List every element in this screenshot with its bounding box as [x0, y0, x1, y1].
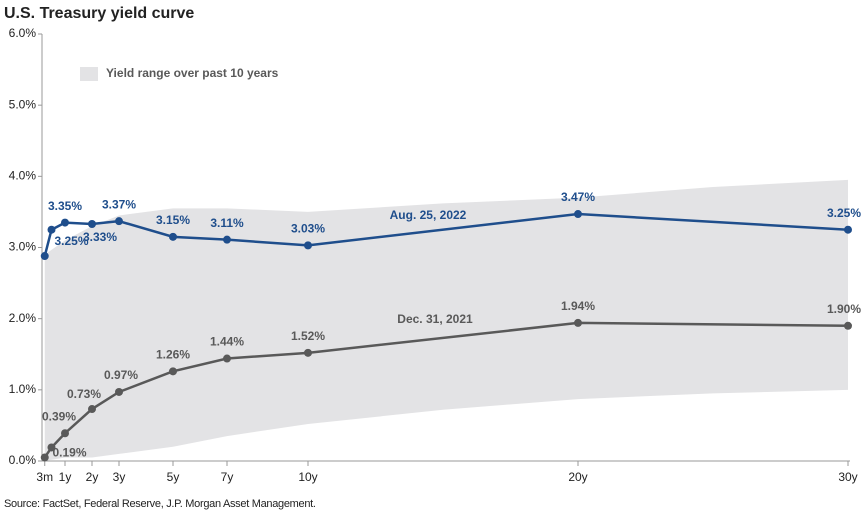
- data-label: 3.25%: [827, 206, 861, 220]
- series-line: [43, 321, 849, 459]
- legend-label: Yield range over past 10 years: [106, 66, 279, 80]
- x-tick-label: 5y: [167, 470, 180, 484]
- data-point: [304, 348, 312, 357]
- y-tick-label: 0.0%: [9, 453, 37, 467]
- data-point: [844, 225, 852, 234]
- series-name: Aug. 25, 2022: [390, 208, 467, 222]
- chart-title: U.S. Treasury yield curve: [4, 5, 194, 22]
- data-point: [40, 252, 49, 261]
- data-point: [844, 321, 852, 330]
- source-note: Source: FactSet, Federal Reserve, J.P. M…: [4, 498, 316, 510]
- data-label: 0.73%: [67, 387, 101, 401]
- data-label: 0.97%: [104, 368, 138, 382]
- data-label: 1.26%: [156, 348, 190, 362]
- x-tick-label: 10y: [298, 470, 317, 484]
- x-tick-label: 7y: [221, 470, 234, 484]
- data-point: [115, 387, 123, 396]
- y-tick-label: 6.0%: [9, 26, 37, 40]
- data-label: 3.37%: [102, 197, 136, 211]
- data-point: [47, 225, 56, 234]
- data-point: [223, 235, 231, 244]
- data-label: 3.33%: [83, 230, 117, 244]
- data-label: 1.94%: [561, 299, 595, 313]
- data-label: 3.11%: [210, 216, 244, 230]
- data-point: [304, 241, 312, 250]
- y-tick-label: 4.0%: [9, 169, 37, 183]
- data-point: [169, 367, 177, 376]
- data-point: [223, 354, 231, 363]
- y-tick-label: 2.0%: [9, 311, 37, 325]
- x-tick-label: 3y: [113, 470, 126, 484]
- data-label: 3.25%: [54, 234, 88, 248]
- series-name: Dec. 31, 2021: [397, 312, 473, 326]
- y-tick-label: 5.0%: [9, 97, 37, 111]
- data-point: [61, 429, 69, 438]
- data-point: [47, 443, 56, 452]
- data-point: [61, 218, 69, 227]
- data-point: [169, 232, 177, 241]
- range-band: [44, 179, 848, 461]
- y-tick-label: 1.0%: [9, 382, 37, 396]
- data-label: 3.47%: [561, 190, 595, 204]
- data-label: 1.52%: [291, 329, 325, 343]
- data-label: 3.15%: [156, 213, 190, 227]
- x-tick-label: 2y: [86, 470, 99, 484]
- data-label: 1.44%: [210, 335, 244, 349]
- data-label: 0.19%: [52, 446, 86, 460]
- legend-swatch: [80, 67, 98, 81]
- data-label: 3.03%: [291, 222, 325, 236]
- data-label: 1.90%: [827, 302, 861, 316]
- data-point: [574, 318, 582, 327]
- data-point: [88, 405, 96, 414]
- series-line: [43, 212, 849, 257]
- data-point: [88, 220, 96, 229]
- data-label: 3.35%: [48, 199, 82, 213]
- x-tick-label: 3m: [36, 470, 53, 484]
- x-tick-label: 30y: [838, 470, 857, 484]
- x-tick-label: 20y: [568, 470, 587, 484]
- data-point: [115, 217, 123, 226]
- data-point: [40, 453, 49, 462]
- data-label: 0.39%: [42, 409, 76, 423]
- data-point: [574, 210, 582, 219]
- x-tick-label: 1y: [59, 470, 72, 484]
- y-tick-label: 3.0%: [9, 240, 37, 254]
